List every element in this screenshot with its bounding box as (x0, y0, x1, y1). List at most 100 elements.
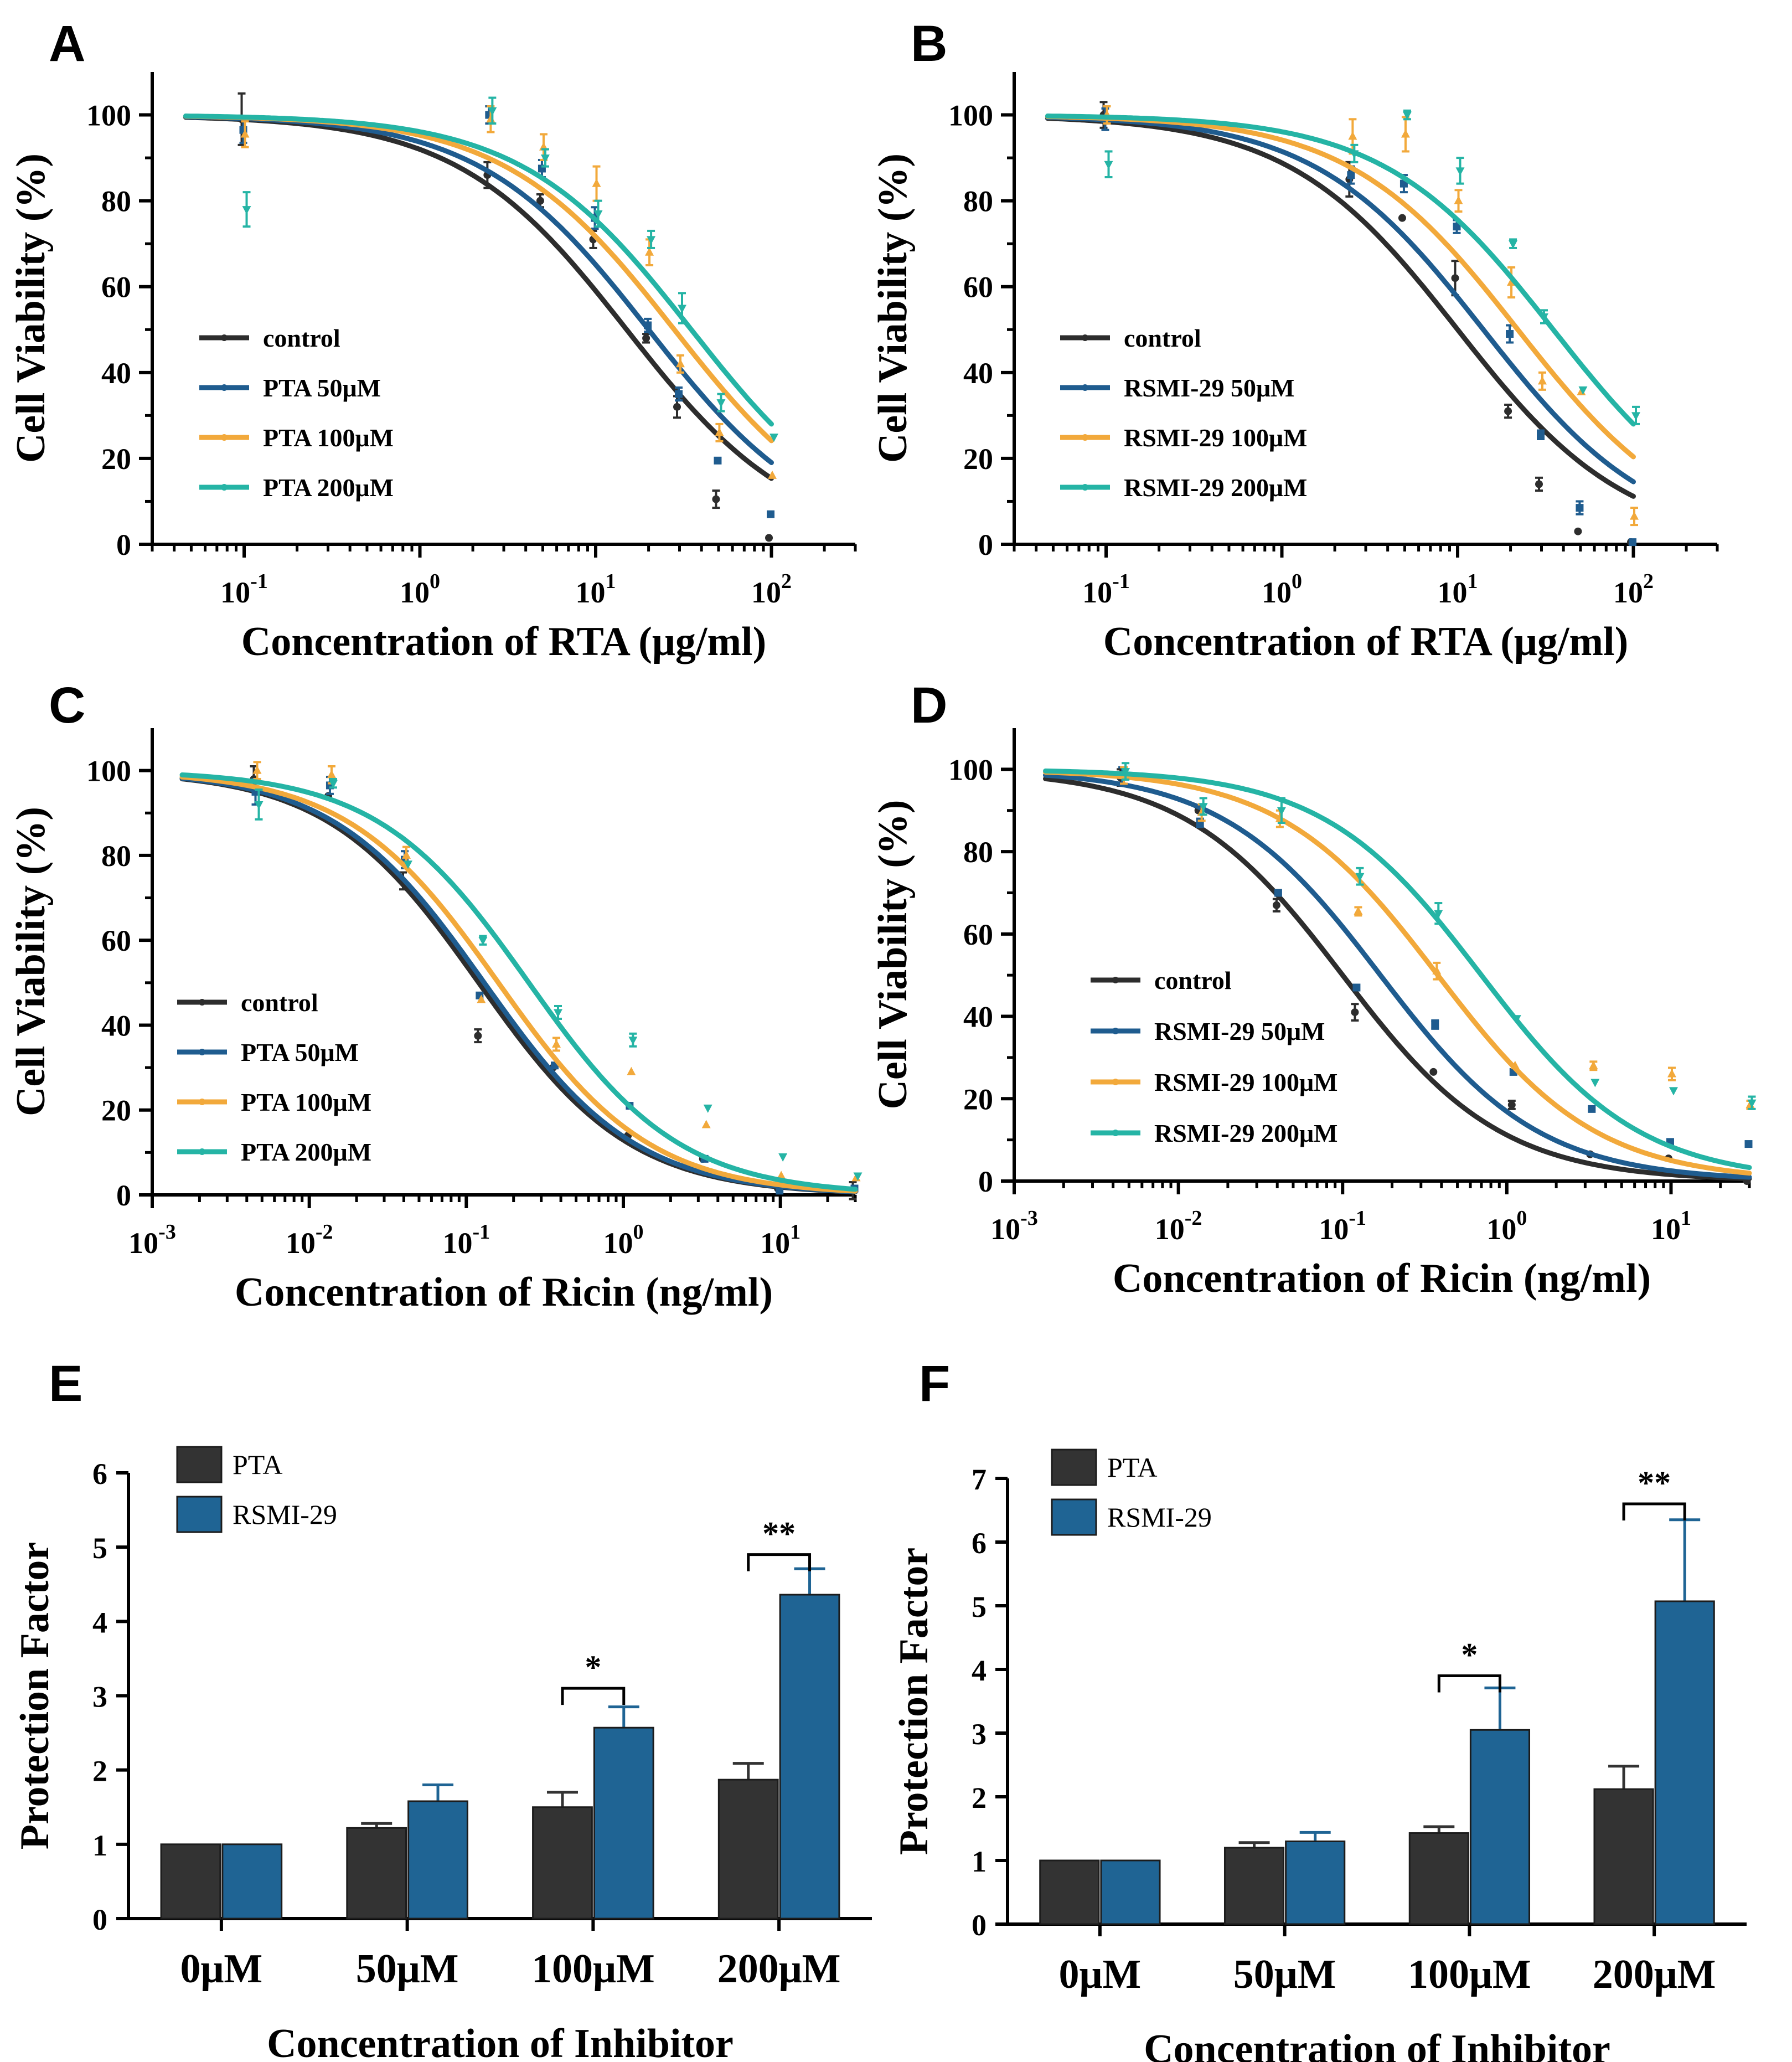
bar-rsmi-29 (779, 1594, 840, 1920)
legend-marker-rsmi-29-100-m (1112, 1079, 1119, 1085)
y-tick-label: 2 (92, 1755, 107, 1788)
legend-marker-control (199, 999, 205, 1006)
bar-pta (717, 1779, 779, 1920)
y-tick-label: 60 (963, 271, 993, 304)
data-point-rsmi-29-200-m (1277, 807, 1286, 816)
legend-marker-pta-200-m (221, 484, 228, 491)
panel-letter-c: C (49, 677, 85, 734)
legend-label-rsmi-29-200-m: RSMI-29 200μM (1154, 1119, 1337, 1147)
data-point-pta-100-m (701, 1120, 711, 1128)
legend-label-pta: PTA (233, 1449, 282, 1480)
x-tick-label: 100 (1486, 1207, 1527, 1246)
legend-label-pta-50-m: PTA 50μM (263, 374, 381, 402)
bar-pta (1593, 1788, 1654, 1925)
data-point-control (1272, 901, 1280, 909)
bar-pta (1223, 1847, 1285, 1925)
x-tick-label-200-m: 200μM (717, 1946, 841, 1992)
data-point-rsmi-29-100-m (1354, 906, 1363, 915)
significance-label: * (1461, 1637, 1478, 1673)
fit-curve-pta-200-m (183, 114, 774, 427)
significance-bracket (1437, 1674, 1501, 1693)
data-point-rsmi-29-200-m (1509, 240, 1518, 249)
legend-label-control: control (1154, 966, 1232, 994)
legend-label-rsmi-29: RSMI-29 (233, 1499, 337, 1530)
y-tick-label: 80 (101, 185, 131, 218)
x-tick-label: 100 (400, 570, 440, 609)
bar-pta (160, 1843, 221, 1920)
significance-bracket (1622, 1502, 1686, 1520)
data-point-control (765, 534, 773, 542)
data-point-pta-100-m (552, 1039, 561, 1048)
data-point-control (642, 334, 650, 342)
data-point-pta-100-m (401, 850, 411, 859)
y-tick-label: 100 (948, 753, 993, 786)
y-axis-title: Cell Viability (%) (870, 153, 916, 463)
y-tick-label: 80 (963, 185, 993, 218)
data-point-rsmi-29-200-m (1121, 768, 1130, 777)
data-point-rsmi-29-50-m (1274, 889, 1282, 897)
data-point-rsmi-29-50-m (1352, 983, 1361, 992)
data-point-rsmi-29-50-m (1431, 1020, 1439, 1029)
x-tick-label: 10-2 (1155, 1207, 1202, 1246)
data-point-pta-50-m (767, 510, 775, 518)
y-tick-label: 20 (101, 442, 131, 476)
fit-curve-pta-100-m (179, 774, 858, 1194)
data-point-pta-200-m (488, 107, 497, 116)
x-tick-label: 102 (1613, 570, 1654, 609)
legend-label-pta: PTA (1107, 1452, 1157, 1483)
x-tick-label-50-m: 50μM (356, 1946, 459, 1992)
data-point-rsmi-29-200-m (1512, 1015, 1521, 1024)
x-tick-label: 10-1 (1319, 1207, 1366, 1246)
data-point-pta-200-m (853, 1172, 863, 1181)
x-tick-label: 10-1 (1082, 570, 1130, 609)
data-point-pta-100-m (327, 770, 336, 779)
data-point-pta-200-m (778, 1153, 788, 1162)
data-point-rsmi-29-100-m (1401, 129, 1410, 138)
y-tick-label: 40 (101, 1009, 131, 1042)
significance-bracket (747, 1553, 812, 1571)
y-tick-label: 7 (972, 1463, 987, 1496)
panel-letter-e: E (49, 1355, 82, 1412)
data-point-pta-100-m (768, 470, 777, 479)
y-axis-title: Protection Factor (12, 1542, 58, 1849)
data-point-pta-200-m (242, 206, 251, 215)
data-point-control (536, 197, 544, 205)
data-point-rsmi-29-200-m (1590, 1079, 1600, 1087)
data-point-rsmi-29-200-m (1455, 167, 1465, 176)
data-point-rsmi-29-200-m (1104, 161, 1113, 169)
data-point-pta-200-m (328, 780, 338, 788)
data-point-rsmi-29-200-m (1355, 873, 1365, 881)
data-point-pta-100-m (627, 1066, 636, 1075)
legend-label-rsmi-29-100-m: RSMI-29 100μM (1124, 424, 1307, 452)
bar-rsmi-29 (1469, 1729, 1531, 1925)
data-point-rsmi-29-50-m (1576, 504, 1584, 512)
legend-marker-rsmi-29-200-m (1082, 484, 1088, 491)
data-point-pta-100-m (777, 1171, 786, 1179)
significance-label: ** (1638, 1465, 1671, 1501)
legend-label-rsmi-29-200-m: RSMI-29 200μM (1124, 473, 1307, 502)
x-tick-label: 100 (603, 1220, 643, 1260)
y-axis-title: Cell Viability (%) (870, 800, 916, 1109)
data-point-rsmi-29-100-m (1667, 1069, 1676, 1078)
bar-pta (532, 1806, 593, 1920)
data-point-pta-200-m (716, 399, 726, 408)
panel-a-dose-response-chart: 0 20 40 60 80 100 10-1 100 101 102 Concentration o… (8, 72, 857, 664)
data-point-pta-50-m (776, 1187, 784, 1195)
x-axis-title: Concentration of Ricin (ng/ml) (235, 1270, 773, 1315)
bar-pta (1408, 1832, 1469, 1925)
data-point-rsmi-29-200-m (1350, 150, 1359, 159)
panel-letter-f: F (919, 1355, 950, 1412)
legend-label-rsmi-29: RSMI-29 (1107, 1502, 1212, 1533)
data-point-control (474, 1032, 482, 1040)
y-tick-label: 5 (92, 1532, 107, 1565)
y-tick-label: 4 (92, 1606, 107, 1639)
y-tick-label: 3 (92, 1680, 107, 1714)
bar-rsmi-29 (1285, 1841, 1346, 1925)
y-axis-title: Protection Factor (891, 1548, 937, 1855)
y-tick-label: 1 (92, 1829, 107, 1862)
data-point-rsmi-29-200-m (1578, 386, 1588, 395)
y-tick-label: 6 (92, 1457, 107, 1491)
significance-bracket (561, 1687, 626, 1705)
legend-marker-rsmi-29-200-m (1112, 1130, 1119, 1136)
